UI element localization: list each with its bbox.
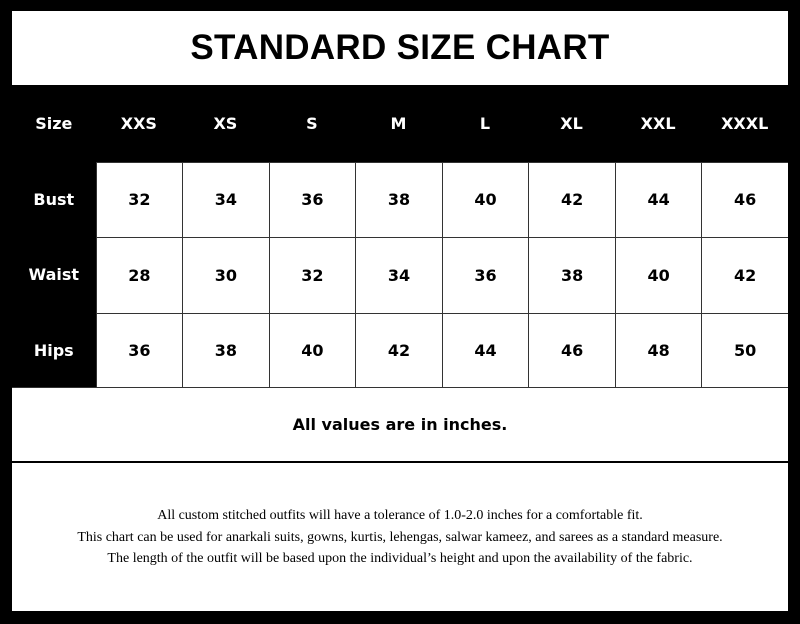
table-cell: 30 [182, 237, 269, 313]
header-label: Size [12, 86, 96, 162]
table-cell: 32 [268, 237, 356, 313]
header-size: M [355, 86, 442, 162]
table-cell: 46 [701, 161, 788, 237]
table-cell: 38 [182, 312, 269, 388]
table-cell: 46 [528, 312, 615, 388]
table-cell: 28 [95, 237, 183, 313]
table-cell: 34 [355, 237, 442, 313]
table-row: Bust 32 34 36 38 40 42 44 46 [12, 161, 788, 237]
table-cell: 38 [528, 237, 615, 313]
info-line: The length of the outfit will be based u… [107, 551, 693, 566]
table-cell: 42 [528, 161, 615, 237]
table-cell: 50 [701, 312, 788, 388]
table-cell: 42 [701, 237, 788, 313]
table-cell: 42 [355, 312, 442, 388]
table-cell: 34 [182, 161, 269, 237]
table-cell: 40 [614, 237, 702, 313]
row-label: Waist [12, 237, 96, 313]
table-cell: 38 [355, 161, 442, 237]
table-cell: 44 [614, 161, 702, 237]
header-size: XXL [614, 86, 702, 162]
table-cell: 36 [268, 161, 356, 237]
table-cell: 44 [441, 312, 529, 388]
table-header-row: Size XXS XS S M L XL XXL XXXL [12, 86, 788, 162]
table-cell: 40 [441, 161, 529, 237]
info-line: All custom stitched outfits will have a … [157, 508, 643, 523]
size-table: Size XXS XS S M L XL XXL XXXL Bust 32 34 36… [12, 86, 788, 388]
title-box: STANDARD SIZE CHART [12, 11, 788, 85]
page-title: STANDARD SIZE CHART [190, 28, 610, 67]
header-size: XS [182, 86, 269, 162]
table-cell: 48 [614, 312, 702, 388]
table-cell: 36 [441, 237, 529, 313]
header-size: XXS [95, 86, 183, 162]
header-size: XXXL [701, 86, 788, 162]
info-line: This chart can be used for anarkali suit… [77, 529, 723, 545]
table-row: Hips 36 38 40 42 44 46 48 50 [12, 312, 788, 388]
table-cell: 32 [95, 161, 183, 237]
info-box: All custom stitched outfits will have a … [12, 463, 788, 611]
table-row: Waist 28 30 32 34 36 38 40 42 [12, 237, 788, 313]
table-cell: 36 [95, 312, 183, 388]
units-note: All values are in inches. [12, 387, 788, 461]
header-size: S [268, 86, 356, 162]
header-size: L [441, 86, 529, 162]
table-cell: 40 [268, 312, 356, 388]
header-size: XL [528, 86, 615, 162]
row-label: Bust [12, 161, 96, 237]
row-label: Hips [12, 312, 96, 388]
